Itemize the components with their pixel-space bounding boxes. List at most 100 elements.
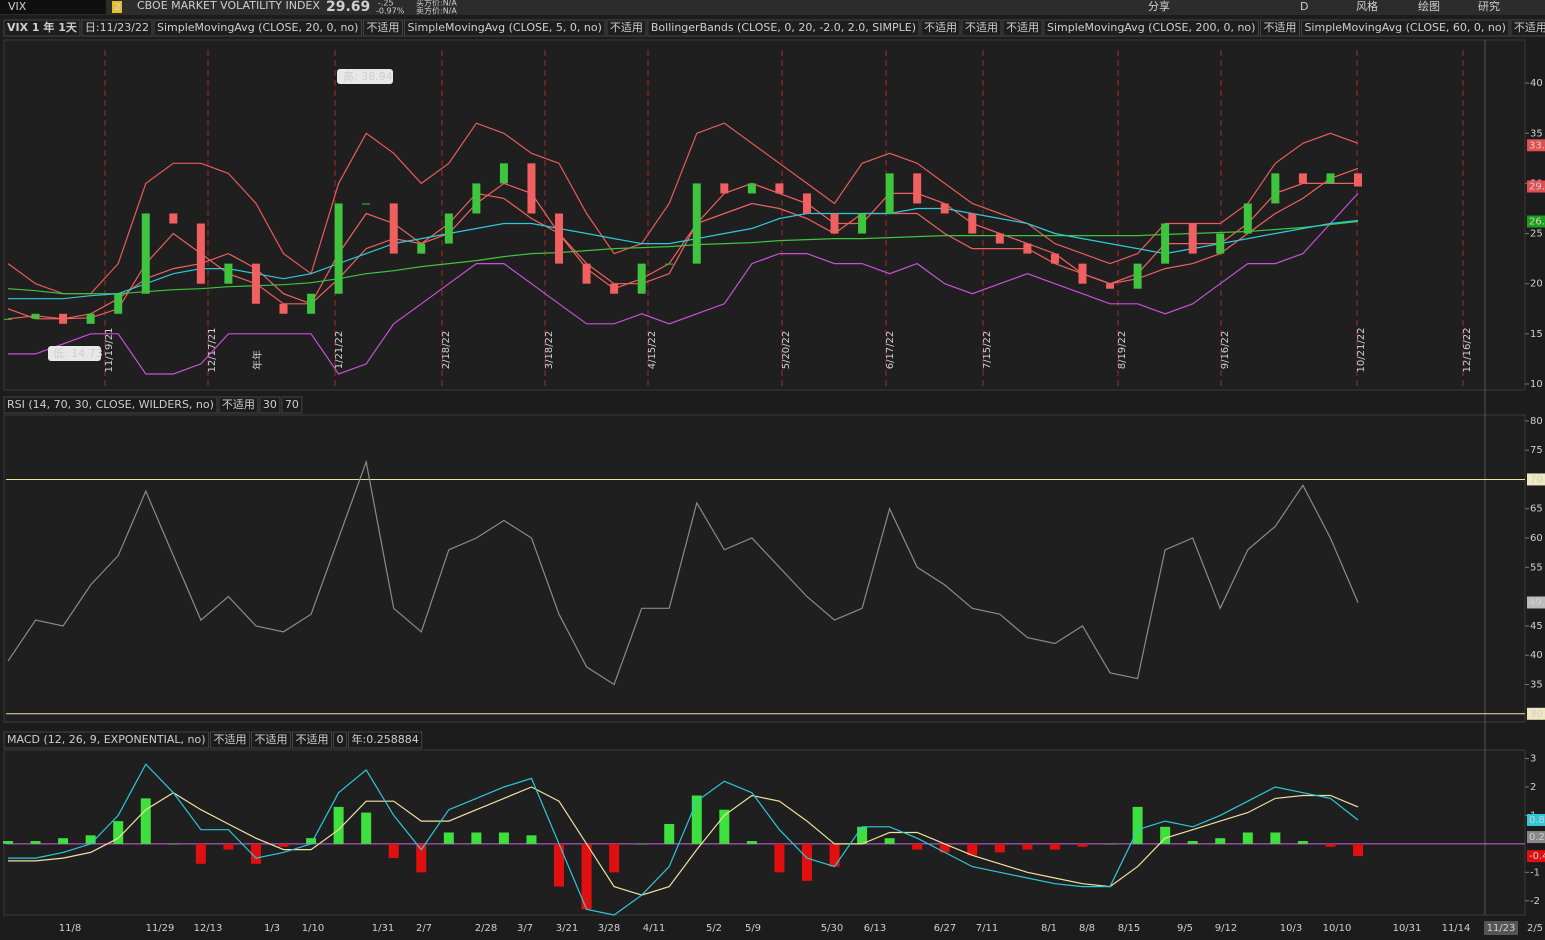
- histogram-bar: [857, 826, 868, 844]
- toolbar-button[interactable]: 绘图: [1418, 0, 1440, 13]
- study-label: RSI (14, 70, 30, CLOSE, WILDERS, no): [7, 398, 214, 411]
- legend-box: [81, 19, 153, 37]
- study-badge: 不适用: [296, 733, 329, 746]
- x-tick-label: 10/10: [1323, 923, 1352, 934]
- level-badge: 70: [285, 398, 299, 411]
- legend-box: [3, 396, 218, 414]
- expiration-label: 6/17/22: [885, 331, 896, 370]
- symbol-box[interactable]: [0, 0, 106, 14]
- study-badge: 不适用: [610, 21, 643, 34]
- candle: [1326, 173, 1335, 184]
- expiration-label: 12/17/21: [207, 328, 218, 373]
- legend-box: [259, 396, 281, 414]
- x-tick-label: 9/12: [1215, 923, 1237, 934]
- histogram-bar: [3, 841, 13, 844]
- x-tick-label: 10/3: [1280, 923, 1302, 934]
- current-date-box: [1484, 921, 1518, 935]
- legend-box: [281, 396, 303, 414]
- y-tick-label: 75: [1530, 445, 1543, 456]
- study-badge: 不适用: [965, 21, 998, 34]
- price-marker: [1527, 215, 1545, 228]
- candle: [1161, 223, 1170, 264]
- legend-box: [403, 19, 606, 37]
- expiration-label: 9/16/22: [1220, 331, 1231, 370]
- candle: [59, 313, 68, 324]
- study-badge: 不适用: [214, 733, 247, 746]
- link-box[interactable]: [112, 1, 122, 13]
- histogram-bar: [85, 835, 96, 844]
- toolbar-button[interactable]: D: [1300, 0, 1308, 13]
- toolbar-button[interactable]: 风格: [1356, 0, 1378, 13]
- price-panel: [3, 39, 1526, 391]
- y-tick-label: -2: [1530, 896, 1540, 907]
- candle: [940, 203, 949, 214]
- legend-row: [0, 18, 1525, 38]
- histogram-bar: [30, 841, 41, 844]
- study-label: MACD (12, 26, 9, EXPONENTIAL, no): [7, 733, 206, 746]
- candle: [1354, 173, 1362, 187]
- histogram-bar: [1270, 832, 1281, 844]
- histogram-bar: [1242, 832, 1253, 844]
- histogram-bar: [278, 843, 289, 847]
- legend-box: [333, 731, 348, 749]
- study-badge: 不适用: [255, 733, 288, 746]
- candle: [555, 213, 564, 264]
- candle: [913, 173, 922, 204]
- histogram-bar: [1215, 838, 1226, 844]
- candle: [334, 203, 343, 294]
- line: [8, 207, 1359, 300]
- candle: [389, 203, 398, 254]
- candle: [665, 263, 674, 265]
- x-tick-label: 11/14: [1442, 923, 1471, 934]
- line: [8, 192, 1359, 375]
- study-label: SimpleMovingAvg (CLOSE, 20, 0, no): [157, 21, 358, 34]
- x-tick-label: 1/10: [302, 923, 324, 934]
- histogram-bar: [691, 795, 702, 844]
- histogram-bar: [140, 798, 151, 844]
- legend-box: [251, 731, 292, 749]
- x-tick-label: 7/11: [976, 923, 998, 934]
- histogram-bar: [388, 843, 399, 859]
- candle: [169, 213, 178, 224]
- histogram-bar: [443, 832, 454, 844]
- x-tick-label: 8/15: [1118, 923, 1140, 934]
- histogram-bar: [884, 838, 895, 844]
- candle: [830, 213, 839, 234]
- toolbar-button[interactable]: 分享: [1148, 0, 1170, 13]
- price-marker: [1527, 596, 1545, 609]
- y-tick-label: 45: [1530, 621, 1543, 632]
- legend-box: [3, 19, 81, 37]
- legend-box: [210, 731, 251, 749]
- y-tick-label: 2: [1530, 782, 1536, 793]
- level-marker: [1527, 707, 1545, 720]
- candle: [720, 183, 729, 194]
- y-tick-label: 40: [1530, 650, 1543, 661]
- candle: [499, 163, 508, 184]
- histogram-bar: [1325, 843, 1336, 847]
- line: [8, 786, 1359, 896]
- histogram-bar: [1105, 843, 1116, 845]
- study-badge: 不适用: [924, 21, 957, 34]
- histogram-bar: [664, 823, 675, 844]
- histogram-bar: [746, 841, 757, 844]
- toolbar: [0, 0, 1545, 15]
- symbol[interactable]: VIX: [8, 0, 27, 13]
- expiration-label: 3/18/22: [544, 331, 555, 370]
- candle: [4, 318, 12, 320]
- toolbar-button[interactable]: 研究: [1478, 0, 1500, 13]
- histogram-bar: [554, 843, 565, 887]
- histogram-bar: [994, 843, 1005, 853]
- legend-box: [961, 19, 1002, 37]
- histogram-bar: [498, 832, 509, 844]
- y-tick-label: 65: [1530, 504, 1543, 515]
- link: 2: [114, 2, 121, 13]
- histogram-bar: [168, 843, 179, 845]
- change-pct: -0.97%: [376, 7, 405, 16]
- candle: [1243, 203, 1252, 234]
- price-marker-label: 29.: [1529, 182, 1545, 193]
- histogram-bar: [1160, 826, 1171, 844]
- legend-box: [292, 731, 333, 749]
- candle: [196, 223, 205, 284]
